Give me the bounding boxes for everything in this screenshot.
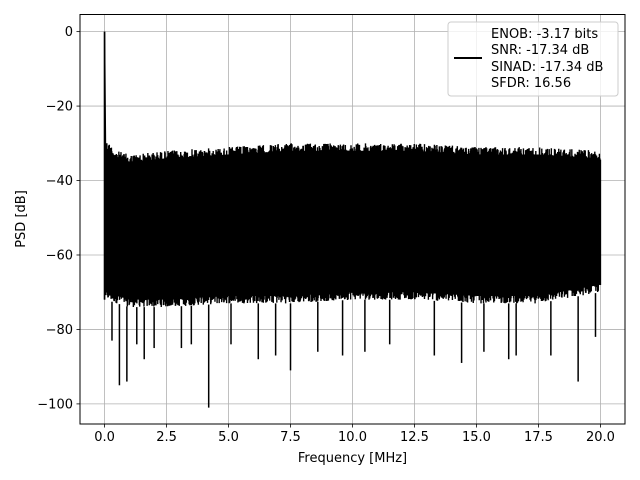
x-tick-label: 10.0 — [338, 430, 367, 445]
x-tick-label: 15.0 — [462, 430, 491, 445]
psd-noise-band — [105, 147, 601, 300]
legend-entry-sfdr: SFDR: 16.56 — [491, 76, 571, 91]
x-tick-label: 20.0 — [586, 430, 615, 445]
y-tick-label: −60 — [46, 248, 73, 263]
y-tick-label: −100 — [37, 397, 73, 412]
x-tick-label: 7.5 — [280, 430, 301, 445]
x-tick-label: 2.5 — [156, 430, 177, 445]
y-tick-label: −40 — [46, 174, 73, 189]
y-tick-label: 0 — [65, 25, 73, 40]
legend: ENOB: -3.17 bits SNR: -17.34 dB SINAD: -… — [447, 21, 619, 97]
y-tick-label: −20 — [46, 100, 73, 115]
y-tick-label: −80 — [46, 323, 73, 338]
legend-box — [447, 21, 619, 97]
x-axis-label: Frequency [MHz] — [298, 451, 407, 466]
legend-entry-enob: ENOB: -3.17 bits — [491, 27, 598, 42]
ticks: 0.0 2.5 5.0 7.5 10.0 12.5 15.0 17.5 20.0 0 −20 −40 −… — [37, 25, 615, 445]
x-tick-label: 17.5 — [524, 430, 553, 445]
plot-data — [103, 31, 602, 408]
legend-entry-sinad: SINAD: -17.34 dB — [491, 60, 603, 75]
x-tick-label: 5.0 — [218, 430, 239, 445]
legend-entry-snr: SNR: -17.34 dB — [491, 43, 589, 58]
x-tick-label: 0.0 — [94, 430, 115, 445]
x-tick-label: 12.5 — [400, 430, 429, 445]
y-axis-label: PSD [dB] — [14, 190, 29, 248]
